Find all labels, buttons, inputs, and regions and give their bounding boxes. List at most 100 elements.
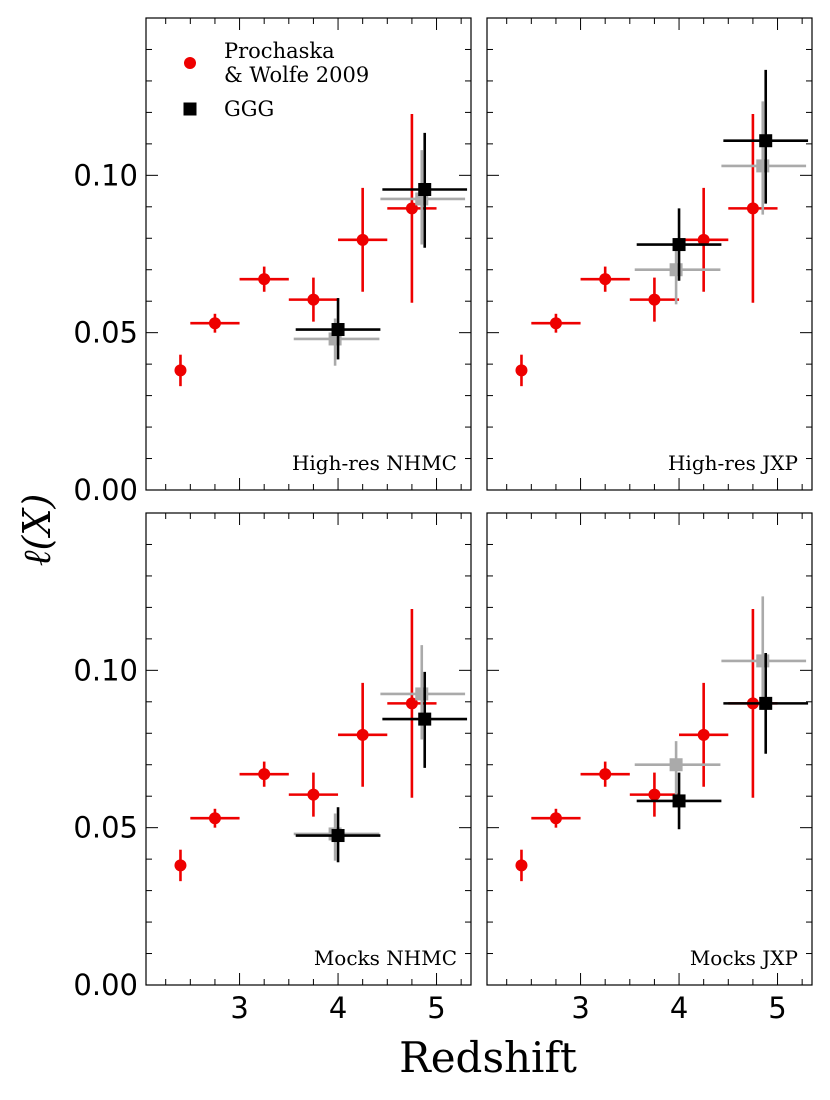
reference-marker bbox=[258, 273, 271, 286]
reference-point bbox=[531, 313, 581, 333]
reference-point bbox=[288, 772, 339, 817]
panel-1: 0.00 0.05 0.10 High-res NHMC Prochaska& Wolf… bbox=[73, 17, 472, 507]
y-tick-label: 0.10 bbox=[73, 653, 138, 687]
reference-point bbox=[338, 187, 388, 292]
panel-frame bbox=[486, 512, 813, 986]
panel-2: High-res JXP bbox=[486, 17, 813, 491]
ggg-marker bbox=[331, 323, 345, 337]
reference-point bbox=[515, 849, 528, 882]
reference-point bbox=[629, 772, 680, 817]
reference-point bbox=[288, 277, 339, 322]
reference-marker bbox=[174, 859, 187, 872]
alt-point bbox=[380, 150, 466, 245]
panel-3: 0.00 0.05 0.10 3 4 5 Mocks NHMC bbox=[73, 512, 472, 1025]
y-axis-title: ℓ(X) bbox=[15, 494, 59, 567]
reference-marker bbox=[356, 728, 369, 741]
ggg-point bbox=[295, 807, 381, 863]
legend-label-reference: Prochaska bbox=[224, 39, 335, 63]
ggg-point bbox=[723, 69, 809, 204]
reference-marker bbox=[697, 728, 710, 741]
ggg-marker bbox=[331, 829, 345, 843]
reference-marker bbox=[405, 697, 418, 710]
panels-group: 0.00 0.05 0.10 High-res NHMC Prochaska& Wolf… bbox=[73, 17, 813, 1025]
y-tick-label: 0.00 bbox=[73, 473, 138, 507]
reference-marker bbox=[515, 364, 528, 377]
reference-point bbox=[338, 682, 388, 787]
x-tick-label: 4 bbox=[329, 991, 347, 1025]
reference-point bbox=[629, 277, 680, 322]
alt-point bbox=[634, 741, 721, 800]
panel-label: High-res NHMC bbox=[292, 451, 457, 475]
reference-marker bbox=[208, 317, 221, 330]
ggg-point bbox=[723, 653, 809, 754]
reference-point bbox=[387, 608, 437, 798]
reference-point bbox=[728, 113, 778, 303]
alt-point bbox=[721, 101, 807, 215]
x-tick-label: 3 bbox=[571, 991, 589, 1025]
ggg-marker bbox=[672, 238, 686, 252]
reference-marker bbox=[746, 202, 759, 215]
reference-point bbox=[239, 761, 289, 787]
reference-point bbox=[679, 187, 729, 292]
alt-marker bbox=[756, 159, 770, 173]
x-axis-title: Redshift bbox=[399, 1033, 577, 1082]
reference-marker bbox=[356, 233, 369, 246]
x-tick-label: 5 bbox=[427, 991, 445, 1025]
alt-marker bbox=[669, 263, 683, 277]
reference-point bbox=[531, 808, 581, 828]
y-tick-label: 0.05 bbox=[73, 316, 138, 350]
reference-marker bbox=[174, 364, 187, 377]
ggg-marker bbox=[418, 182, 432, 196]
x-tick-label: 5 bbox=[768, 991, 786, 1025]
reference-marker bbox=[307, 293, 320, 306]
legend-marker-reference bbox=[184, 57, 196, 69]
reference-marker bbox=[549, 812, 562, 825]
legend-label-ggg: GGG bbox=[224, 97, 274, 121]
ggg-point bbox=[636, 208, 722, 281]
reference-marker bbox=[648, 293, 661, 306]
legend: Prochaska& Wolfe 2009 GGG bbox=[183, 39, 369, 121]
reference-point bbox=[515, 354, 528, 387]
reference-point bbox=[190, 313, 240, 333]
y-tick-label: 0.10 bbox=[73, 158, 138, 192]
reference-marker bbox=[515, 859, 528, 872]
reference-point bbox=[580, 266, 630, 292]
reference-marker bbox=[599, 768, 612, 781]
panel-frame bbox=[486, 17, 813, 491]
reference-marker bbox=[599, 273, 612, 286]
reference-marker bbox=[258, 768, 271, 781]
ggg-point bbox=[295, 298, 381, 360]
reference-marker bbox=[208, 812, 221, 825]
legend-marker-ggg bbox=[183, 102, 197, 116]
ggg-marker bbox=[759, 134, 773, 148]
panel-label: High-res JXP bbox=[668, 451, 798, 475]
y-tick-label: 0.00 bbox=[73, 968, 138, 1002]
panel-frame bbox=[145, 17, 472, 491]
reference-marker bbox=[549, 317, 562, 330]
reference-point bbox=[239, 266, 289, 292]
reference-point bbox=[190, 808, 240, 828]
x-tick-label: 3 bbox=[230, 991, 248, 1025]
legend-label-reference: & Wolfe 2009 bbox=[224, 63, 369, 87]
reference-point bbox=[580, 761, 630, 787]
panel-4: 3 4 5 Mocks JXP bbox=[486, 512, 813, 1025]
alt-point bbox=[634, 246, 721, 305]
panel-label: Mocks NHMC bbox=[314, 946, 457, 970]
y-tick-label: 0.05 bbox=[73, 811, 138, 845]
reference-point bbox=[174, 354, 187, 387]
reference-marker bbox=[697, 233, 710, 246]
reference-marker bbox=[307, 788, 320, 801]
reference-point bbox=[174, 849, 187, 882]
reference-point bbox=[387, 113, 437, 303]
ggg-point bbox=[636, 772, 722, 830]
panel-frame bbox=[145, 512, 472, 986]
reference-marker bbox=[405, 202, 418, 215]
alt-marker bbox=[415, 687, 429, 701]
alt-point bbox=[721, 596, 807, 710]
ggg-marker bbox=[759, 696, 773, 710]
ggg-point bbox=[382, 671, 468, 768]
ggg-marker bbox=[418, 712, 432, 726]
x-tick-label: 4 bbox=[670, 991, 688, 1025]
ggg-point bbox=[382, 132, 468, 248]
